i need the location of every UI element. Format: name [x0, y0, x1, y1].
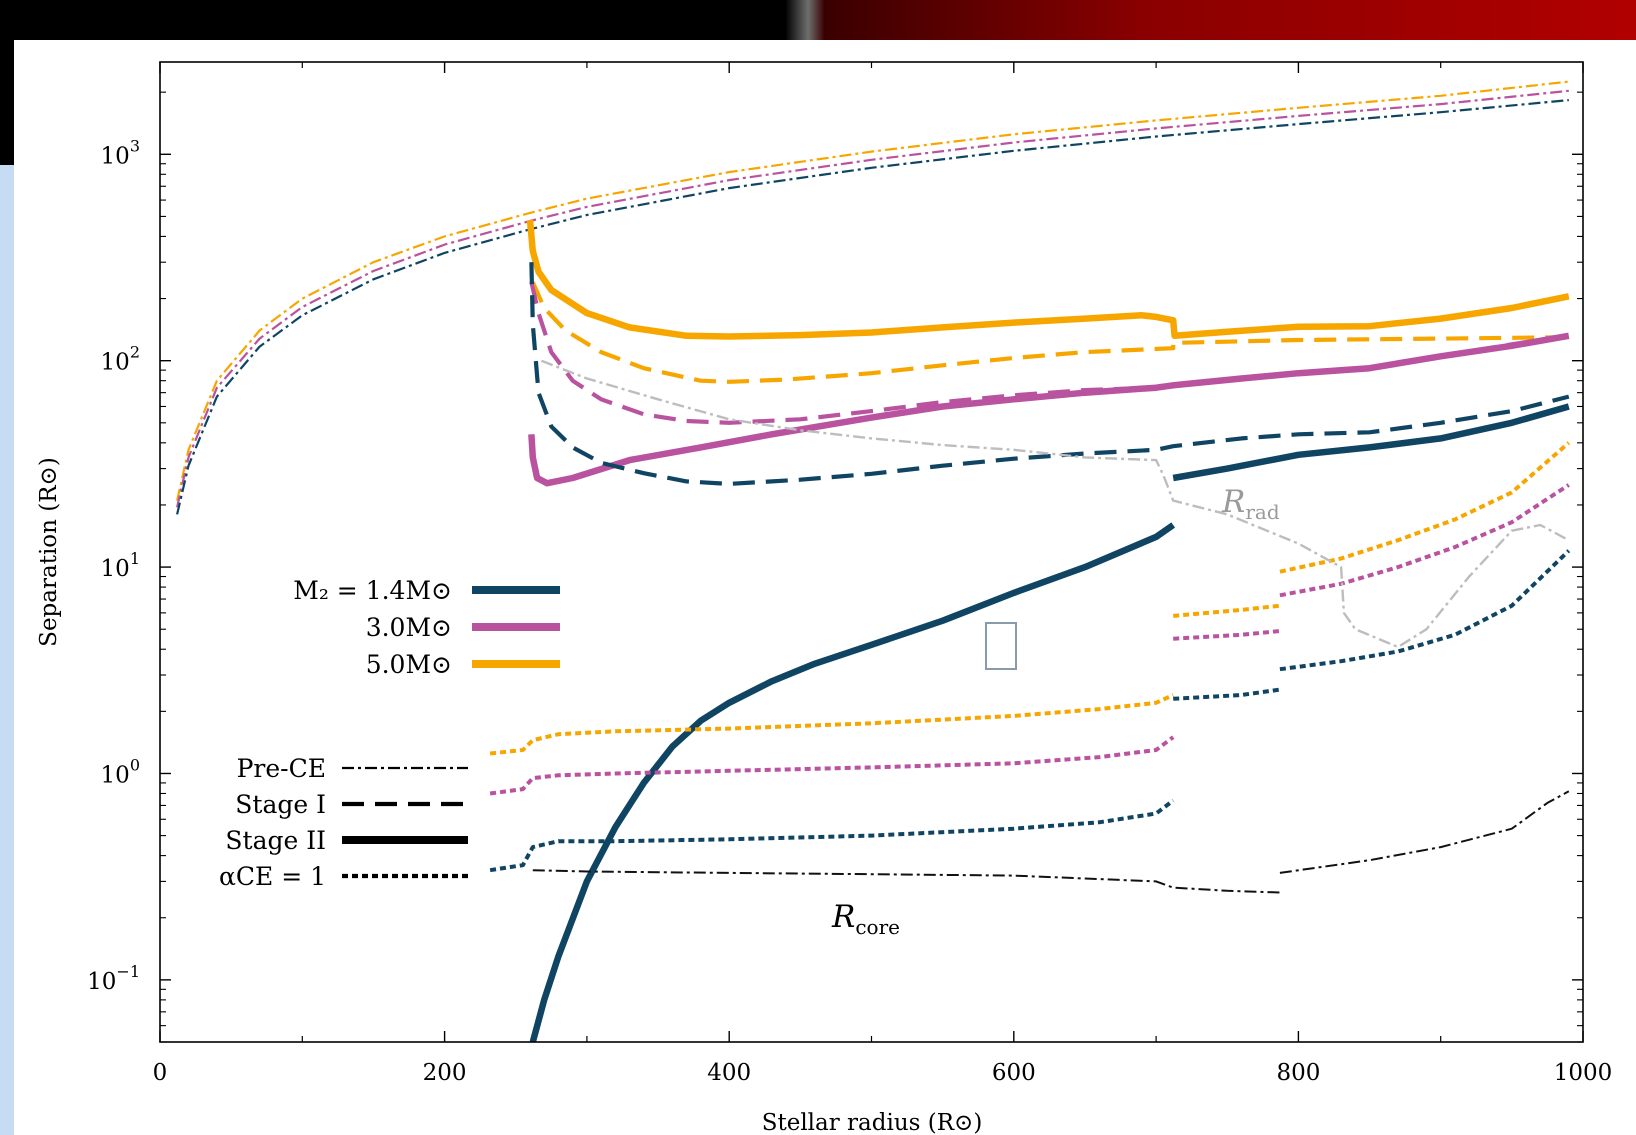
series-rrad-pre-19	[540, 359, 1570, 649]
y-tick-label: 100	[101, 755, 140, 788]
legend-mass-label: 5.0M⊙	[366, 650, 452, 679]
series-m50-alpha-11	[1173, 603, 1281, 618]
x-axis-title: Stellar radius (R⊙)	[762, 1110, 983, 1135]
x-tick-label: 600	[992, 1060, 1036, 1086]
series-m30-alpha-15	[1279, 483, 1570, 598]
legend-mass-label: 3.0M⊙	[366, 613, 452, 642]
series-m14-stage2-8	[529, 522, 1176, 1042]
annotation-r-rad-main: R	[1221, 484, 1245, 520]
top-banner	[0, 0, 1636, 40]
x-tick-label: 400	[707, 1060, 751, 1086]
small-marker-box	[985, 622, 1017, 670]
series-m30-alpha-14	[1173, 629, 1281, 641]
series-m14-alpha-17	[1173, 687, 1281, 701]
tick-labels: 0 200 400 600 800 1000 10−1 100 101 102 103	[87, 136, 1612, 1086]
y-tick-label: 10−1	[87, 962, 140, 995]
x-tick-label: 200	[423, 1060, 467, 1086]
series-rcore-pre-20	[532, 869, 1280, 894]
x-tick-label: 800	[1276, 1060, 1320, 1086]
annotation-r-core-sub: core	[855, 915, 900, 939]
series-rcore-pre-21	[1279, 790, 1570, 874]
y-axis-title: Separation (R⊙)	[36, 457, 62, 647]
legend-mass-label: M₂ = 1.4M⊙	[293, 576, 452, 605]
legend-style-label: Pre-CE	[237, 754, 326, 783]
legend-mass: M₂ = 1.4M⊙ 3.0M⊙ 5.0M⊙	[293, 576, 560, 679]
left-dark-block	[0, 40, 14, 165]
y-tick-label: 103	[101, 136, 140, 169]
annotation-r-core-main: R	[831, 899, 855, 935]
y-tick-label: 102	[101, 343, 140, 376]
annotation-r-rad: Rrad	[1221, 484, 1280, 524]
series-m50-stage2-3	[526, 219, 1570, 340]
x-tick-label: 0	[153, 1060, 168, 1086]
series-m14-alpha-16	[489, 798, 1175, 873]
left-blue-strip	[0, 165, 14, 1135]
plot-background	[160, 62, 1583, 1042]
series-m14-stage1-7	[529, 262, 1570, 486]
legend-style-label: Stage II	[225, 826, 326, 855]
series-m30-stage2-6	[528, 332, 1570, 487]
series-m50-stage1-4	[530, 281, 1569, 384]
plot-frame	[159, 61, 1584, 1043]
legend-style-label: αCE = 1	[219, 862, 326, 891]
annotation-r-core: Rcore	[831, 899, 900, 939]
series-m14-alpha-18	[1279, 549, 1571, 672]
legend-style-label: Stage I	[235, 790, 326, 819]
series-m14-stage2-9	[1172, 403, 1570, 482]
x-tick-label: 1000	[1554, 1060, 1613, 1086]
series-m14-pre-2	[176, 99, 1569, 515]
series-m30-alpha-13	[489, 735, 1175, 796]
annotation-r-rad-sub: rad	[1245, 500, 1279, 524]
y-tick-label: 101	[101, 549, 140, 582]
legend-style: Pre-CE Stage I Stage II αCE = 1	[219, 754, 468, 891]
series-layer	[176, 80, 1571, 1042]
series-m50-alpha-10	[489, 693, 1175, 756]
